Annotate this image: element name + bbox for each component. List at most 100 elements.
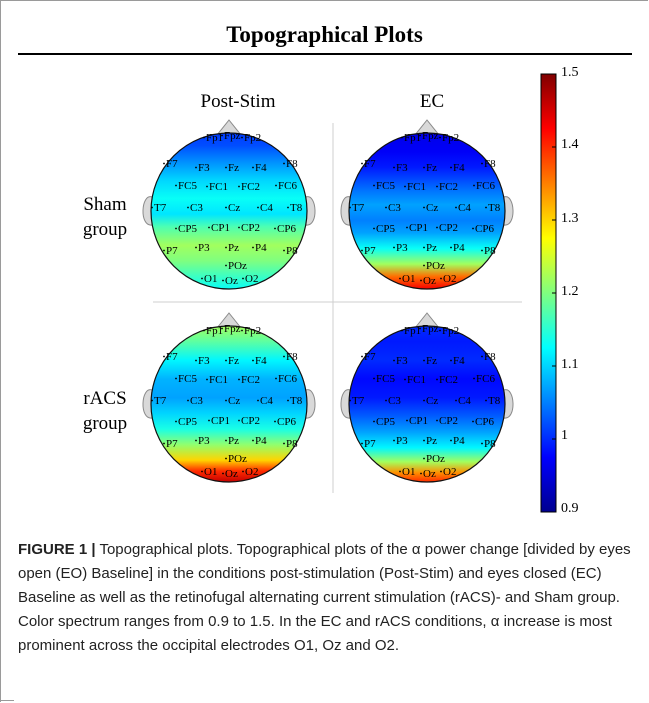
electrode-label: Fpz bbox=[422, 323, 439, 335]
electrode-dot bbox=[283, 249, 285, 252]
electrode-label: Fp1 bbox=[206, 132, 223, 144]
electrode-label: CP6 bbox=[277, 416, 296, 428]
electrode-dot bbox=[283, 442, 285, 445]
electrode-label: CP6 bbox=[277, 223, 296, 235]
electrode-label: Cz bbox=[228, 202, 240, 214]
electrode-dot bbox=[187, 399, 189, 402]
electrode-label: Fz bbox=[426, 355, 437, 367]
electrode-label: P7 bbox=[364, 245, 376, 257]
electrode-dot bbox=[436, 419, 438, 422]
electrode-dot bbox=[287, 399, 289, 402]
electrode-label: FC1 bbox=[209, 374, 228, 386]
electrode-label: Pz bbox=[426, 242, 437, 254]
colorbar-tick-label: 1.1 bbox=[561, 357, 579, 372]
electrode-label: Fpz bbox=[224, 130, 241, 142]
row-label-sham: Sham group bbox=[70, 192, 140, 242]
electrode-label: F3 bbox=[198, 162, 210, 174]
electrode-dot bbox=[225, 399, 227, 402]
electrode-dot bbox=[163, 162, 165, 165]
electrode-dot bbox=[222, 472, 224, 475]
electrode-label: CP1 bbox=[409, 222, 428, 234]
electrode-dot bbox=[222, 279, 224, 282]
electrode-label: CP2 bbox=[439, 222, 458, 234]
electrode-dot bbox=[225, 246, 227, 249]
electrode-label: FC1 bbox=[209, 181, 228, 193]
electrode-label: FC2 bbox=[241, 374, 260, 386]
electrode-dot bbox=[404, 378, 406, 381]
electrode-label: FC1 bbox=[407, 181, 426, 193]
electrode-label: Pz bbox=[228, 242, 239, 254]
electrode-dot bbox=[419, 134, 421, 137]
electrode-label: P3 bbox=[396, 242, 408, 254]
electrode-label: Cz bbox=[228, 395, 240, 407]
electrode-dot bbox=[361, 162, 363, 165]
electrode-dot bbox=[175, 227, 177, 230]
caption-figure-label: FIGURE 1 | bbox=[18, 541, 96, 558]
electrode-dot bbox=[373, 420, 375, 423]
electrode-label: F7 bbox=[364, 158, 376, 170]
electrode-dot bbox=[225, 166, 227, 169]
electrode-dot bbox=[225, 439, 227, 442]
electrode-label: C4 bbox=[260, 395, 273, 407]
electrode-dot bbox=[455, 206, 457, 209]
electrode-dot bbox=[274, 227, 276, 230]
electrode-dot bbox=[275, 377, 277, 380]
electrode-dot bbox=[252, 439, 254, 442]
electrode-dot bbox=[406, 419, 408, 422]
left-ear-marker bbox=[340, 389, 351, 419]
electrode-label: Cz bbox=[426, 395, 438, 407]
electrode-dot bbox=[195, 359, 197, 362]
electrode-label: C3 bbox=[388, 395, 401, 407]
electrode-label: P4 bbox=[255, 435, 267, 447]
electrode-dot bbox=[439, 329, 441, 332]
electrode-dot bbox=[201, 470, 203, 473]
electrode-label: C4 bbox=[458, 202, 471, 214]
electrode-label: F7 bbox=[166, 158, 178, 170]
electrode-label: T8 bbox=[290, 395, 303, 407]
electrode-label: F3 bbox=[396, 355, 408, 367]
electrode-label: CP6 bbox=[475, 416, 494, 428]
electrode-dot bbox=[399, 470, 401, 473]
electrode-label: CP2 bbox=[439, 415, 458, 427]
electrode-dot bbox=[423, 264, 425, 267]
electrode-label: F3 bbox=[198, 355, 210, 367]
electrode-label: CP1 bbox=[409, 415, 428, 427]
electrode-dot bbox=[439, 136, 441, 139]
electrode-label: Fp2 bbox=[244, 325, 261, 337]
electrode-label: FC2 bbox=[439, 181, 458, 193]
column-label-post-stim: Post-Stim bbox=[200, 91, 276, 112]
electrode-label: FC5 bbox=[178, 180, 197, 192]
electrode-label: FC5 bbox=[376, 373, 395, 385]
electrode-label: FC5 bbox=[376, 180, 395, 192]
electrode-label: F4 bbox=[453, 162, 465, 174]
figure-title: Topographical Plots bbox=[226, 22, 423, 47]
electrode-dot bbox=[440, 277, 442, 280]
electrode-dot bbox=[423, 457, 425, 460]
electrode-label: Fp2 bbox=[244, 132, 261, 144]
electrode-dot bbox=[163, 442, 165, 445]
electrode-dot bbox=[201, 277, 203, 280]
electrode-dot bbox=[361, 442, 363, 445]
electrode-dot bbox=[473, 184, 475, 187]
electrode-dot bbox=[440, 470, 442, 473]
electrode-dot bbox=[481, 162, 483, 165]
electrode-dot bbox=[242, 277, 244, 280]
electrode-dot bbox=[241, 329, 243, 332]
right-ear-marker bbox=[305, 389, 316, 419]
electrode-label: C4 bbox=[458, 395, 471, 407]
figure-caption: FIGURE 1 | Topographical plots. Topograp… bbox=[18, 538, 643, 658]
row-label-sham-line1: Sham bbox=[83, 194, 127, 215]
electrode-label: FC5 bbox=[178, 373, 197, 385]
electrode-dot bbox=[401, 136, 403, 139]
electrode-label: P4 bbox=[453, 242, 465, 254]
electrode-dot bbox=[225, 206, 227, 209]
right-ear-marker bbox=[503, 196, 514, 226]
electrode-label: FC6 bbox=[476, 373, 495, 385]
electrode-label: P7 bbox=[166, 245, 178, 257]
electrode-dot bbox=[349, 206, 351, 209]
electrode-label: Cz bbox=[426, 202, 438, 214]
electrode-label: Fp1 bbox=[404, 325, 421, 337]
electrode-dot bbox=[361, 355, 363, 358]
